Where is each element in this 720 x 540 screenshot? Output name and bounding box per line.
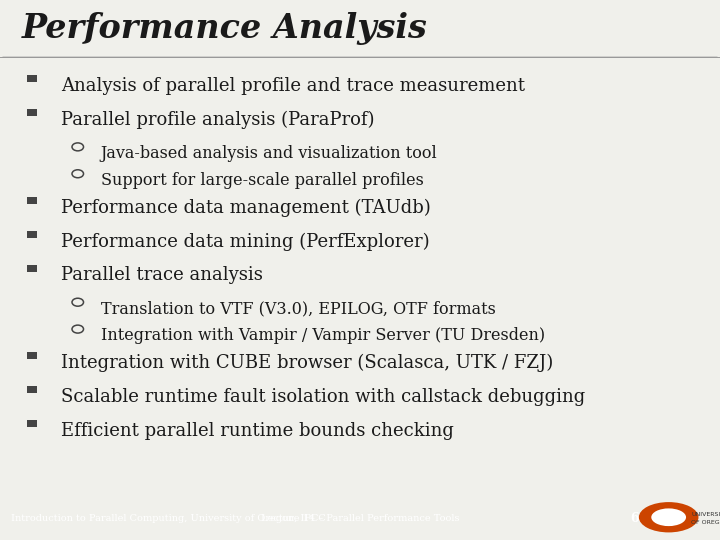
Bar [27,76,37,83]
Text: Performance Analysis: Performance Analysis [22,12,428,45]
Text: Performance data mining (PerfExplorer): Performance data mining (PerfExplorer) [61,233,430,251]
Bar [27,420,37,427]
Circle shape [652,509,686,526]
Text: Support for large-scale parallel profiles: Support for large-scale parallel profile… [101,172,423,189]
Circle shape [639,502,698,532]
Text: Performance data management (TAUdb): Performance data management (TAUdb) [61,199,431,217]
Bar [27,231,37,238]
Text: Scalable runtime fault isolation with callstack debugging: Scalable runtime fault isolation with ca… [61,388,585,406]
Text: Integration with Vampir / Vampir Server (TU Dresden): Integration with Vampir / Vampir Server … [101,327,545,344]
Text: Integration with CUBE browser (Scalasca, UTK / FZJ): Integration with CUBE browser (Scalasca,… [61,354,554,372]
Text: 60: 60 [630,511,647,524]
Bar [27,109,37,116]
Text: Efficient parallel runtime bounds checking: Efficient parallel runtime bounds checki… [61,422,454,440]
Text: Parallel profile analysis (ParaProf): Parallel profile analysis (ParaProf) [61,111,374,129]
Text: Analysis of parallel profile and trace measurement: Analysis of parallel profile and trace m… [61,77,525,95]
Text: OF OREGON: OF OREGON [691,520,720,525]
Text: Parallel trace analysis: Parallel trace analysis [61,266,263,285]
Text: UNIVERSITY: UNIVERSITY [691,512,720,517]
Text: Java-based analysis and visualization tool: Java-based analysis and visualization to… [101,145,438,162]
Text: Translation to VTF (V3.0), EPILOG, OTF formats: Translation to VTF (V3.0), EPILOG, OTF f… [101,300,495,317]
Bar [27,265,37,272]
Text: Lecture 14 – Parallel Performance Tools: Lecture 14 – Parallel Performance Tools [261,514,459,523]
Text: Introduction to Parallel Computing, University of Oregon, IPCC: Introduction to Parallel Computing, Univ… [11,514,325,523]
Bar [27,386,37,393]
Bar [27,197,37,204]
Bar [27,352,37,359]
